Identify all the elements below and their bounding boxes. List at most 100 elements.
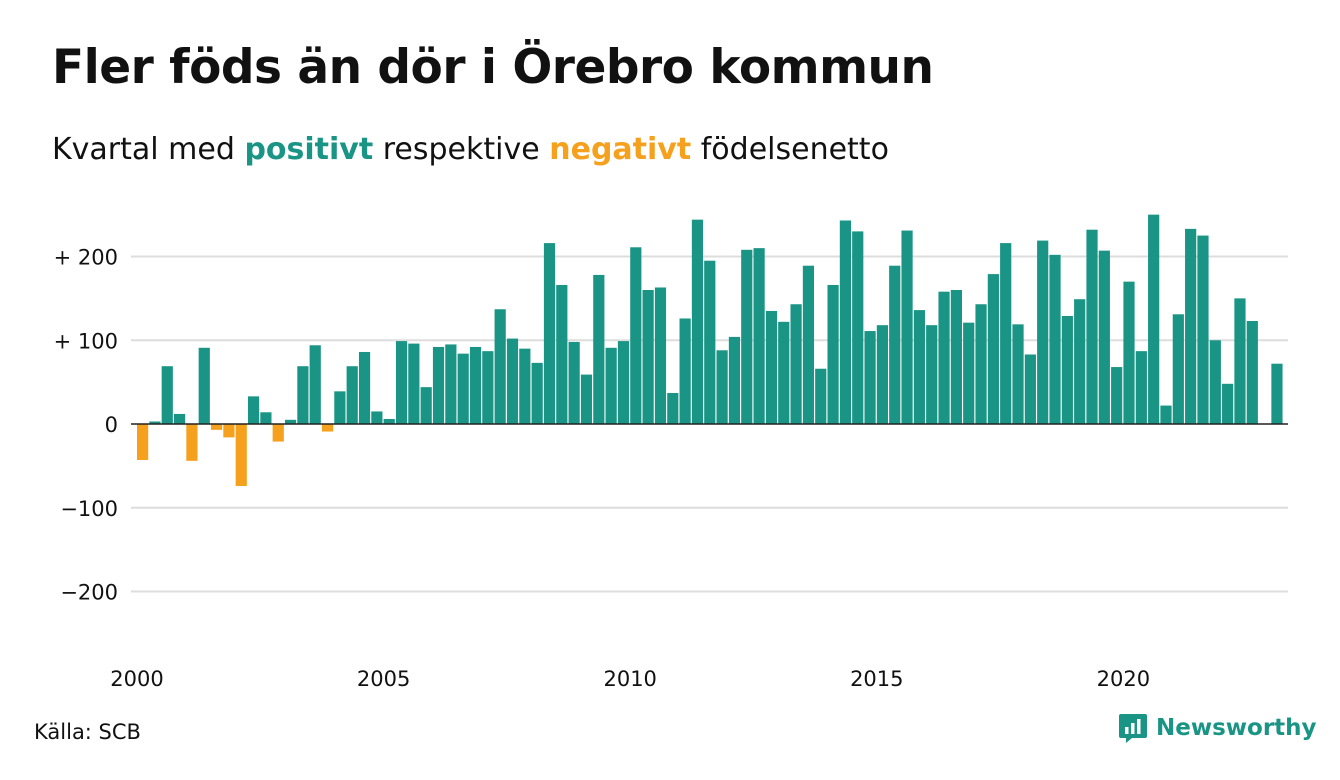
bar [149,421,161,424]
subtitle-positive-word: positivt [244,132,374,167]
bar [679,318,691,425]
x-tick-label: 2015 [850,667,903,691]
bar [494,309,506,424]
bar [938,291,950,424]
bar [617,341,630,424]
subtitle-prefix: Kvartal med [52,132,235,167]
bar [1172,314,1184,424]
y-tick-label: −200 [60,581,118,605]
bar [173,413,186,424]
bar [852,231,864,425]
bar [1123,281,1135,425]
bar [1037,240,1049,424]
bar [593,274,605,424]
x-tick-label: 2000 [110,667,163,691]
y-axis-tick-labels: + 200 + 100 0 −100 −200 [54,246,118,605]
bar [1148,214,1160,425]
bar [1222,383,1234,424]
bar [457,353,469,424]
y-tick-label: 0 [105,413,118,437]
y-tick-label: + 200 [54,246,118,270]
chart-title: Fler föds än dör i Örebro kommun [52,40,934,95]
bar [827,284,839,425]
bar [186,424,198,461]
bar [691,219,704,424]
x-tick-label: 2005 [357,667,410,691]
bar [395,341,408,424]
bar [137,424,149,461]
bar [223,424,235,438]
bar [778,321,790,424]
bar [913,310,925,424]
bar [1086,229,1098,424]
x-tick-label: 2010 [603,667,656,691]
bar [790,304,802,424]
bar [876,325,888,425]
bar [667,393,679,424]
bar [469,346,482,424]
bar [383,418,395,425]
bar [420,387,432,424]
subtitle-negative-word: negativt [549,132,692,167]
bar [975,304,987,424]
bar [1209,340,1221,424]
bar [926,325,938,425]
bar [987,274,999,424]
bar [519,348,531,425]
bar [408,343,420,424]
bar [704,260,716,424]
bar [864,331,876,424]
bar [161,366,173,424]
bar [1111,367,1123,424]
bar [1160,405,1172,424]
bar [309,345,321,424]
bar [1000,243,1012,424]
bar [371,411,383,424]
bar [346,366,358,424]
bar [1098,250,1110,424]
bar [1061,315,1073,424]
bar [728,336,741,424]
bar [1185,228,1197,424]
bar [568,341,580,425]
source-note: Källa: SCB [34,720,141,744]
bar [815,368,827,424]
x-axis-tick-labels: 2000 2005 2010 2015 2020 [110,667,1150,691]
bar [358,351,371,425]
brand-name: Newsworthy [1156,715,1317,741]
bar [901,230,913,424]
bar [543,243,556,424]
bar [210,424,223,430]
bar [482,351,494,424]
bar [839,220,852,424]
bar [716,350,728,424]
bar [247,396,260,424]
bar [235,424,247,486]
bar [889,265,901,424]
newsworthy-logo-icon [1119,714,1147,743]
y-tick-label: + 100 [54,329,118,353]
bar [321,424,334,432]
bar [765,310,778,424]
bar [630,247,642,424]
bar [1197,235,1209,424]
bar [506,338,519,424]
bar [1049,254,1061,424]
bar [1246,320,1258,424]
bar [642,290,654,424]
bar [445,344,457,424]
bar [950,290,962,424]
subtitle-middle: respektive [382,132,540,167]
bar [297,366,309,424]
bar [580,374,593,424]
bar [1234,298,1246,425]
bar [334,391,346,424]
bar [1024,354,1036,424]
chart-subtitle: Kvartal med positivt respektive negativt… [52,132,889,167]
bar [963,322,975,424]
bar [432,346,445,424]
bar [1135,351,1147,424]
bar [260,412,272,424]
bar [741,249,753,424]
